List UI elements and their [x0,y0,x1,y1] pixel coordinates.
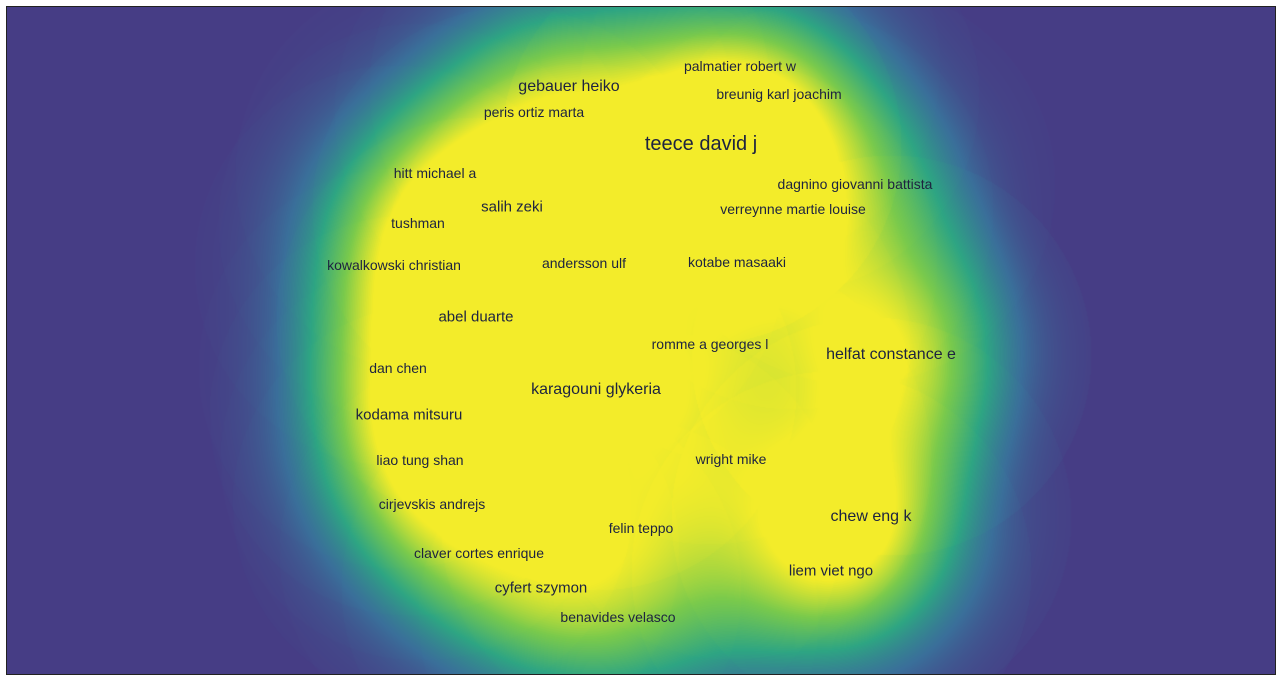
author-label[interactable]: andersson ulf [541,255,627,271]
author-label[interactable]: tushman [391,215,445,231]
density-map[interactable]: palmatier robert w gebauer heiko breunig k… [6,6,1276,675]
author-label[interactable]: cyfert szymon [494,579,588,597]
author-label[interactable]: wright mike [695,451,767,467]
author-label[interactable]: chew eng k [830,508,912,525]
author-label[interactable]: felin teppo [608,520,674,536]
author-label[interactable]: romme a georges l [651,336,769,352]
author-label[interactable]: dagnino giovanni battista [777,176,933,192]
author-label[interactable]: liem viet ngo [788,562,874,580]
author-label[interactable]: benavides velasco [560,609,676,625]
author-label[interactable]: verreynne martie louise [720,201,866,217]
author-label[interactable]: cirjevskis andrejs [378,496,486,512]
author-label[interactable]: karagouni glykeria [531,381,661,398]
author-label[interactable]: liao tung shan [376,452,464,468]
author-label[interactable]: helfat constance e [826,346,956,363]
author-label[interactable]: breunig karl joachim [716,86,842,102]
author-label[interactable]: teece david j [644,133,758,155]
author-label[interactable]: hitt michael a [393,165,477,181]
author-label[interactable]: salih zeki [481,198,543,216]
author-label[interactable]: kodama mitsuru [355,406,463,424]
author-label[interactable]: dan chen [369,360,427,376]
author-label[interactable]: claver cortes enrique [414,545,544,561]
author-label[interactable]: kowalkowski christian [327,257,461,273]
author-label[interactable]: kotabe masaaki [687,254,787,270]
author-label[interactable]: peris ortiz marta [483,104,585,120]
author-label[interactable]: abel duarte [438,308,514,326]
author-label[interactable]: palmatier robert w [683,58,797,74]
density-heatmap [7,7,1275,674]
author-label[interactable]: gebauer heiko [518,78,620,95]
